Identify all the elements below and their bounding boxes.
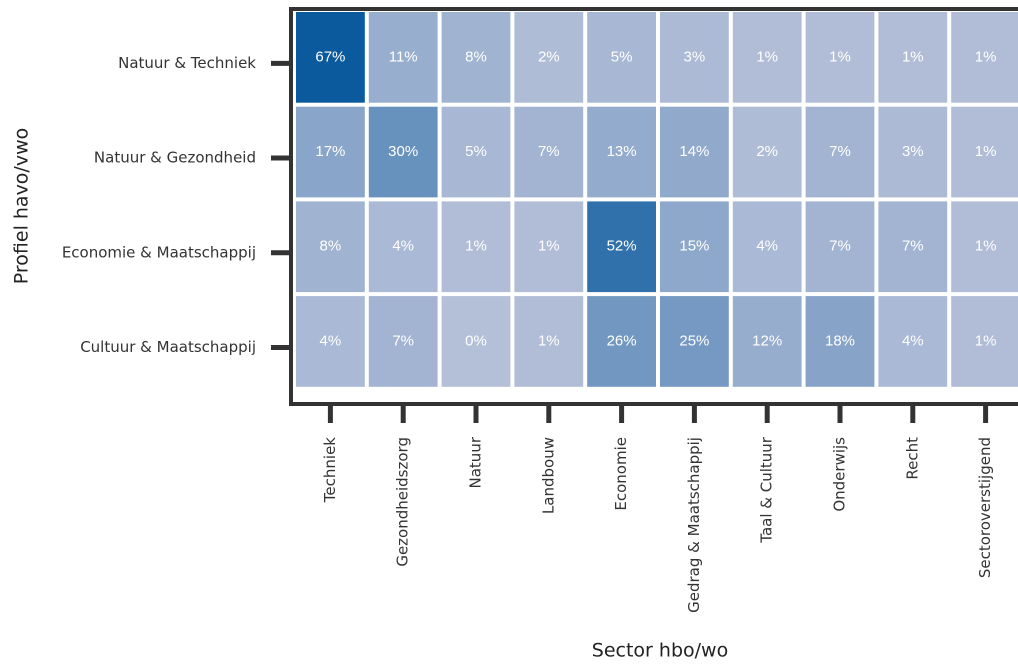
heatmap-cell [878, 296, 948, 387]
y-tick-label: Cultuur & Maatschappij [80, 338, 256, 356]
heatmap-cell [732, 106, 802, 198]
heatmap-cell [514, 201, 584, 293]
heatmap-cell [660, 106, 729, 198]
heatmap-cell [951, 296, 1018, 387]
cell-label: 18% [825, 332, 855, 349]
heatmap-cell [514, 106, 584, 198]
cell-label: 8% [465, 48, 487, 65]
cell-label: 7% [392, 332, 414, 349]
heatmap-cell [587, 296, 656, 387]
heatmap-cell [441, 201, 511, 293]
cell-label: 8% [320, 238, 342, 255]
cell-label: 3% [902, 143, 924, 160]
heatmap-cell [805, 296, 875, 387]
heatmap-cell [296, 106, 365, 198]
heatmap-cell [951, 12, 1018, 103]
cell-label: 4% [902, 332, 924, 349]
x-tick-label: Taal & Cultuur [758, 436, 776, 544]
cell-label: 2% [538, 48, 560, 65]
heatmap-cell [296, 201, 365, 293]
cell-label: 1% [829, 48, 851, 65]
cell-label: 11% [389, 48, 418, 65]
cell-label: 1% [465, 238, 487, 255]
heatmap-cell [805, 106, 875, 198]
heatmap-cell [805, 12, 875, 103]
heatmap-cell [660, 12, 729, 103]
heatmap-cell [951, 106, 1018, 198]
cell-label: 4% [756, 238, 778, 255]
heatmap-cell [368, 106, 438, 198]
cell-label: 1% [902, 48, 924, 65]
cell-label: 7% [538, 143, 560, 160]
x-tick-label: Techniek [321, 437, 339, 503]
heatmap-cell [296, 296, 365, 387]
cell-label: 26% [607, 332, 637, 349]
y-axis-label: Profiel havo/vwo [11, 128, 33, 284]
heatmap-cell [878, 201, 948, 293]
heatmap-cell [296, 12, 365, 103]
heatmap-cell [587, 12, 656, 103]
heatmap-cell [368, 296, 438, 387]
x-tick-label: Gedrag & Maatschappij [685, 437, 703, 613]
heatmap-cell [878, 106, 948, 198]
heatmap-cell [660, 201, 729, 293]
x-tick-label: Recht [903, 437, 921, 480]
heatmap-cell [660, 296, 729, 387]
cell-label: 3% [684, 48, 706, 65]
cell-label: 5% [611, 48, 633, 65]
cell-label: 2% [756, 143, 778, 160]
heatmap-cell [732, 12, 802, 103]
heatmap-cell [951, 201, 1018, 293]
cell-label: 5% [465, 143, 487, 160]
cell-label: 1% [975, 143, 997, 160]
heatmap-cell [587, 106, 656, 198]
cell-label: 12% [752, 332, 782, 349]
cell-label: 7% [829, 238, 851, 255]
y-tick-label: Natuur & Techniek [118, 54, 256, 72]
cell-label: 1% [975, 332, 997, 349]
heatmap-cell [368, 201, 438, 293]
cell-label: 7% [829, 143, 851, 160]
cell-label: 52% [607, 238, 637, 255]
x-tick-label: Sectoroverstijgend [976, 437, 994, 578]
y-tick-label: Economie & Maatschappij [62, 243, 256, 261]
x-tick-label: Natuur [467, 436, 485, 488]
x-tick-label: Onderwijs [831, 437, 849, 512]
heatmap-cell [441, 106, 511, 198]
heatmap-cell [514, 12, 584, 103]
heatmap-cell [514, 296, 584, 387]
cell-label: 1% [538, 238, 560, 255]
cell-label: 17% [315, 143, 345, 160]
heatmap-cell [732, 296, 802, 387]
cell-label: 14% [679, 143, 709, 160]
cell-label: 1% [756, 48, 778, 65]
cell-label: 13% [607, 143, 637, 160]
x-tick-label: Economie [612, 437, 630, 511]
cell-label: 30% [388, 143, 418, 160]
cell-label: 25% [679, 332, 709, 349]
cell-label: 1% [975, 238, 997, 255]
heatmap-cell [878, 12, 948, 103]
cell-label: 1% [975, 48, 997, 65]
heatmap-cell [441, 296, 511, 387]
x-axis-label: Sector hbo/wo [592, 640, 728, 662]
cell-label: 67% [315, 48, 345, 65]
cell-label: 0% [465, 332, 487, 349]
x-tick-label: Landbouw [539, 437, 557, 514]
cell-label: 4% [392, 238, 414, 255]
y-tick-label: Natuur & Gezondheid [94, 149, 256, 167]
x-tick-label: Gezondheidszorg [394, 437, 412, 567]
heatmap-cell [805, 201, 875, 293]
cell-label: 4% [320, 332, 342, 349]
heatmap-cell [732, 201, 802, 293]
cell-label: 1% [538, 332, 560, 349]
heatmap-cell [441, 12, 511, 103]
heatmap-cell [587, 201, 656, 293]
cell-label: 7% [902, 238, 924, 255]
cell-label: 15% [679, 238, 709, 255]
heatmap-cell [368, 12, 438, 103]
